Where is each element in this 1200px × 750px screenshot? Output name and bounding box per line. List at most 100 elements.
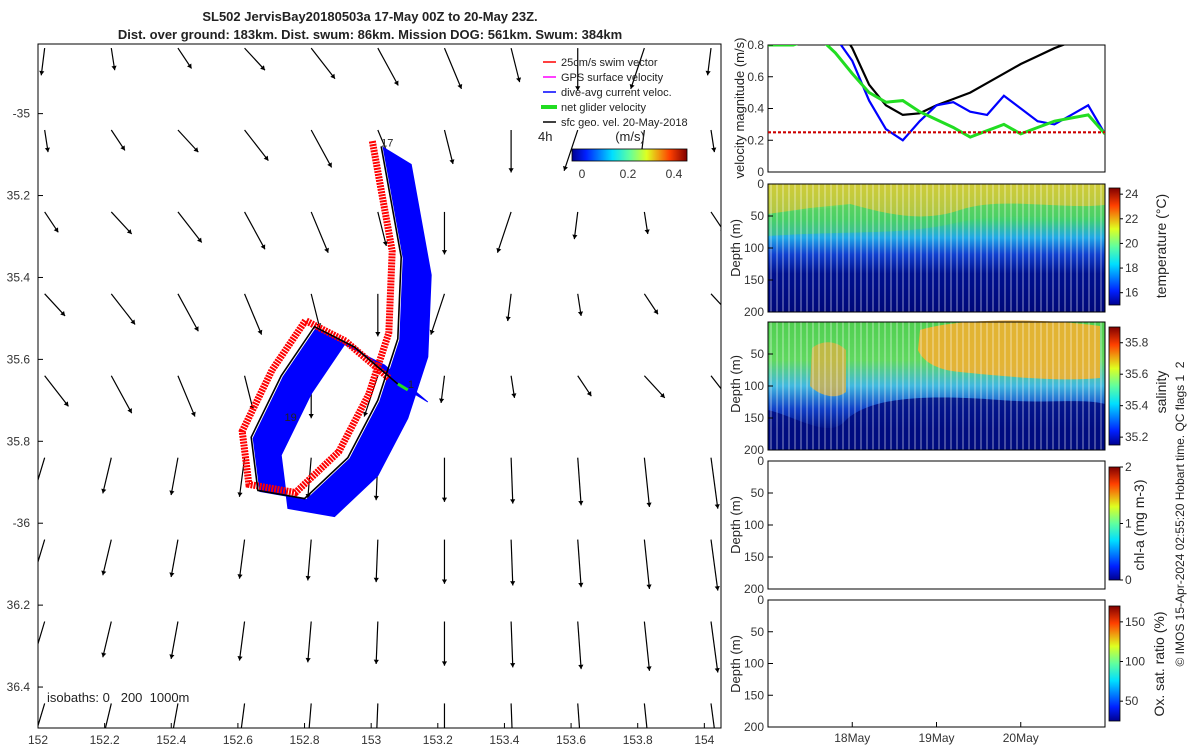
temperature-colorbar-ticks: 16 18 20 22 24 xyxy=(1120,187,1139,300)
temperature-colorbar xyxy=(1108,187,1121,306)
salinity-panel: 50 100 150 200 35.2 35.4 35.6 35.8 Depth (m) s… xyxy=(728,320,1169,457)
current-vector xyxy=(310,129,333,168)
current-vector-head xyxy=(510,581,516,586)
map-colorbar-tick: 0.4 xyxy=(666,167,683,181)
map-y-tick-label: -36 xyxy=(13,516,31,530)
current-vector xyxy=(110,293,136,325)
day-label: 17 xyxy=(381,137,393,149)
current-vector-head xyxy=(508,168,514,173)
chlorophyll-panel: 0 50 100 150 200 0 1 2 Depth (m) chl-a (mg m-3… xyxy=(728,454,1147,596)
depth-tick-label: 0 xyxy=(757,177,764,191)
current-vector xyxy=(507,293,512,322)
map-x-ticks: 152 152.2 152.4 152.6 152.8 153 153.2 153.4 153.… xyxy=(28,723,715,747)
isobath-label: isobaths: 0 200 1000m xyxy=(47,690,189,705)
current-vector-head xyxy=(237,574,243,579)
current-vector-head xyxy=(373,495,379,501)
map-panel: 17 1 19 152 152.2 152.4 152.6 152.8 153 153.2 1… xyxy=(7,43,732,750)
current-vector xyxy=(307,539,312,581)
current-vector xyxy=(44,293,66,317)
map-colorbar xyxy=(571,148,688,162)
current-vector xyxy=(577,621,582,670)
map-colorbar-title: (m/s) xyxy=(615,129,645,144)
current-vector xyxy=(643,539,651,589)
temperature-colorbar-label: temperature (°C) xyxy=(1153,194,1169,298)
depth-tick-label: 100 xyxy=(744,379,764,393)
current-vector xyxy=(377,211,387,247)
current-vector xyxy=(496,211,512,253)
current-vector xyxy=(38,621,46,646)
current-vector xyxy=(38,703,46,728)
current-vector xyxy=(44,375,69,407)
current-vector xyxy=(240,703,246,728)
legend-net-glider-velocity: net glider velocity xyxy=(561,102,646,114)
current-vector-head xyxy=(263,155,269,161)
current-vector-head xyxy=(441,661,448,666)
map-y-tick-label: 35.6 xyxy=(7,352,31,366)
salinity-depth-label: Depth (m) xyxy=(728,355,743,413)
current-vector xyxy=(104,703,112,728)
chlorophyll-colorbar xyxy=(1108,466,1121,581)
current-vector xyxy=(238,621,246,661)
legend-dive-avg-current: dive-avg current veloc. xyxy=(561,87,672,99)
current-vector-head xyxy=(439,398,445,403)
depth-tick-label: 100 xyxy=(744,241,764,255)
current-vector-head xyxy=(324,247,329,253)
day-label: 1 xyxy=(408,379,414,391)
map-colorbar-tick: 0.2 xyxy=(620,167,637,181)
time-tick-label: 20May xyxy=(1003,731,1039,745)
legend-gps-velocity: GPS surface velocity xyxy=(561,72,664,84)
current-vector xyxy=(710,539,719,591)
current-vector xyxy=(375,539,379,583)
current-vector-head xyxy=(646,502,652,507)
velocity-series-line xyxy=(848,45,1066,117)
colorbar-tick-label: 100 xyxy=(1125,655,1145,669)
current-vector xyxy=(38,457,46,482)
current-vector-head xyxy=(130,319,136,325)
current-vector-head xyxy=(577,311,584,316)
velocity-series-line xyxy=(839,45,1105,142)
current-vector-head xyxy=(44,147,50,153)
current-vector xyxy=(577,457,582,506)
current-vector-head xyxy=(308,413,314,419)
current-vector-head xyxy=(327,162,332,168)
current-vector xyxy=(643,621,651,671)
colorbar-tick-label: 1 xyxy=(1125,517,1132,531)
current-vector xyxy=(710,211,721,229)
map-x-tick-label: 152.4 xyxy=(156,733,186,747)
current-vector-head xyxy=(53,227,59,233)
current-vector-head xyxy=(659,392,665,398)
current-vector xyxy=(510,47,521,83)
velocity-series-line xyxy=(768,45,1105,139)
current-vector-head xyxy=(563,165,568,171)
current-vector xyxy=(643,457,651,508)
current-vector-head xyxy=(586,391,592,397)
map-x-tick-label: 153.8 xyxy=(623,733,653,747)
oxygen-y-ticks: 0 50 100 150 200 xyxy=(744,593,773,734)
current-vector-head xyxy=(63,401,69,407)
current-vector-head xyxy=(505,316,511,322)
velocity-y-ticks: 0 0.2 0.4 0.6 0.8 xyxy=(747,38,773,179)
current-vector-head xyxy=(101,570,107,576)
colorbar-tick-label: 35.6 xyxy=(1125,367,1149,381)
depth-tick-label: 150 xyxy=(744,411,764,425)
current-vector-head xyxy=(449,159,455,165)
velocity-y-tick-label: 0.8 xyxy=(747,38,764,52)
map-y-tick-label: 35.8 xyxy=(7,434,31,448)
current-vector-head xyxy=(237,492,243,497)
current-vector xyxy=(38,539,46,564)
current-vector xyxy=(172,703,179,728)
current-vector-head xyxy=(578,747,583,750)
depth-tick-label: 150 xyxy=(744,550,764,564)
current-vector-head xyxy=(705,70,711,76)
current-vector xyxy=(710,703,715,728)
current-vector-head xyxy=(644,229,650,235)
current-vector-head xyxy=(305,657,311,663)
chlorophyll-axes-frame xyxy=(767,460,1106,590)
current-vector xyxy=(177,375,196,417)
current-vector xyxy=(443,47,463,90)
current-vector-head xyxy=(111,65,117,71)
current-vector-head xyxy=(578,582,584,588)
current-vector-head xyxy=(727,311,732,316)
salinity-colorbar-ticks: 35.2 35.4 35.6 35.8 xyxy=(1120,336,1149,444)
current-vector xyxy=(307,621,312,663)
